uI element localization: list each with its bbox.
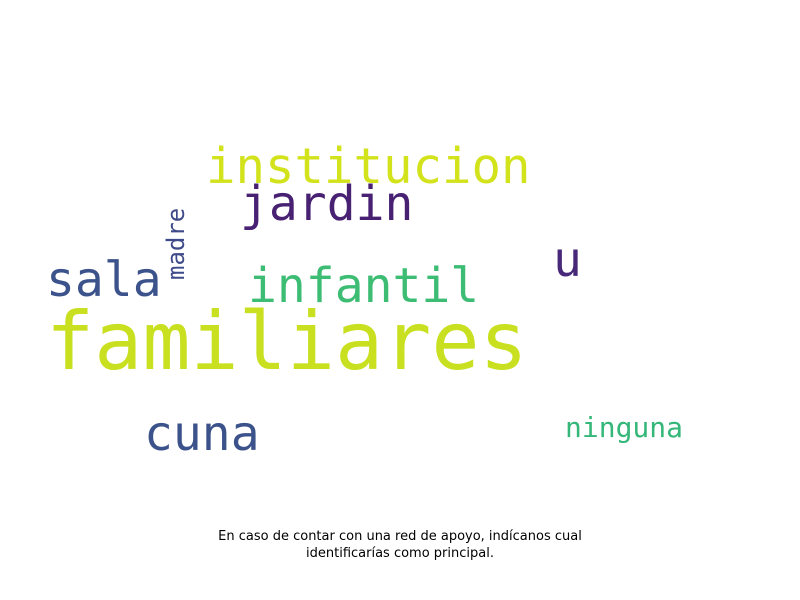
- caption-line-1: En caso de contar con una red de apoyo, …: [218, 529, 582, 544]
- word-u: u: [553, 232, 582, 288]
- word-madre: madre: [162, 207, 190, 280]
- word-infantil: infantil: [248, 258, 480, 314]
- caption-line-2: identificarías como principal.: [306, 546, 494, 561]
- figure-caption: En caso de contar con una red de apoyo, …: [0, 528, 800, 562]
- word-ninguna: ninguna: [565, 411, 684, 444]
- word-jardin: jardin: [240, 176, 414, 232]
- word-cuna: cuna: [144, 406, 260, 462]
- word-familiares: familiares: [46, 295, 528, 388]
- word-sala: sala: [46, 252, 162, 308]
- word-institucion: institucion: [206, 138, 531, 195]
